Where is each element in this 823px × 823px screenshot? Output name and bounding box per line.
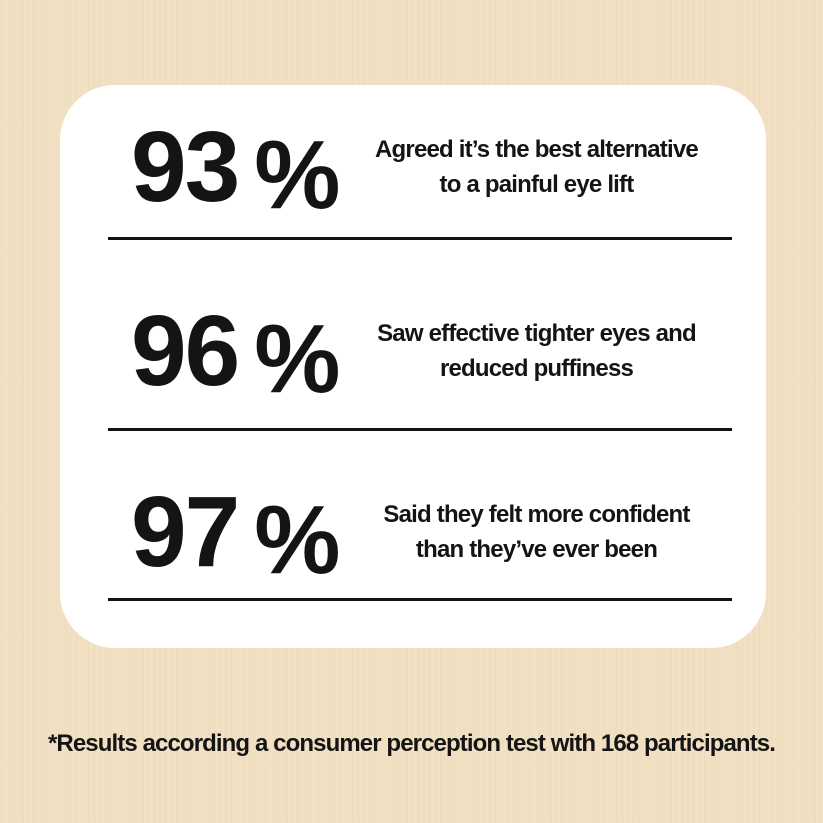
- divider-2: [108, 428, 732, 431]
- stat-description-line2: reduced puffiness: [439, 355, 634, 382]
- stat-number: 93: [131, 111, 240, 223]
- percent-sign: %: [254, 485, 341, 594]
- footnote: *Results according a consumer perception…: [47, 730, 776, 757]
- percent-sign: %: [254, 120, 341, 229]
- stat-description-line1: Saw effective tighter eyes and: [377, 320, 697, 347]
- stat-description-2: Saw effective tighter eyes and reduced p…: [359, 316, 714, 386]
- stat-description-line2: than they’ve ever been: [415, 536, 658, 563]
- stat-value-97: 97%: [131, 482, 359, 588]
- stat-description-3: Said they felt more confident than they’…: [359, 497, 714, 567]
- stat-description-1: Agreed it’s the best alternative to a pa…: [359, 132, 714, 202]
- stat-number: 97: [131, 476, 240, 588]
- divider-1: [108, 237, 732, 240]
- stat-row-2: 96% Saw effective tighter eyes and reduc…: [60, 240, 766, 428]
- stat-row-1: 93% Agreed it’s the best alternative to …: [60, 85, 766, 237]
- percent-sign: %: [254, 304, 341, 413]
- divider-3: [108, 598, 732, 601]
- stat-description-line1: Agreed it’s the best alternative: [375, 136, 699, 163]
- stat-description-line2: to a painful eye lift: [439, 171, 635, 198]
- stats-card: 93% Agreed it’s the best alternative to …: [60, 85, 766, 648]
- stat-value-93: 93%: [131, 117, 359, 223]
- stat-value-96: 96%: [131, 301, 359, 407]
- stat-description-line1: Said they felt more confident: [383, 501, 690, 528]
- stat-row-3: 97% Said they felt more confident than t…: [60, 431, 766, 598]
- stat-number: 96: [131, 295, 240, 407]
